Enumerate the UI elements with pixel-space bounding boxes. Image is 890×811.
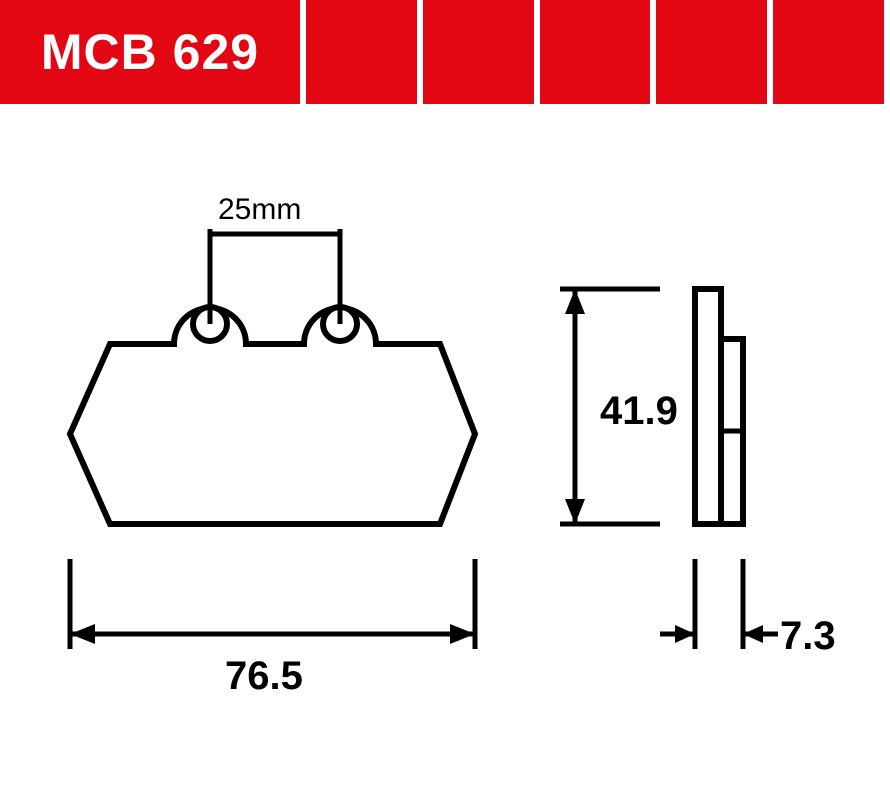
dim-thickness-label: 7.3 (780, 614, 836, 658)
ruler-tick (773, 0, 890, 104)
header: MCB 629 (0, 0, 890, 104)
dim-width-label: 76.5 (225, 654, 303, 698)
product-title-cell: MCB 629 (0, 0, 300, 104)
dim-height: 41.9 (560, 289, 678, 524)
ruler-tick (656, 0, 773, 104)
dim-width: 76.5 (70, 559, 475, 698)
ruler-tick (423, 0, 540, 104)
dim-height-label: 41.9 (600, 389, 678, 433)
product-code: MCB 629 (41, 23, 259, 81)
page: MCB 629 25mm (0, 0, 890, 811)
front-view (70, 307, 475, 524)
dim-hole-spacing: 25mm (210, 193, 340, 324)
dim-thickness: 7.3 (660, 559, 836, 658)
side-view (695, 289, 743, 524)
side-backing-plate (695, 289, 721, 524)
header-ruler (300, 0, 890, 104)
ruler-tick (300, 0, 423, 104)
dim-hole-spacing-label: 25mm (218, 193, 301, 226)
technical-drawing-svg: 25mm 76.5 (0, 104, 890, 811)
ruler-tick (540, 0, 657, 104)
pad-outline (70, 308, 475, 524)
drawing-area: 25mm 76.5 (0, 104, 890, 811)
